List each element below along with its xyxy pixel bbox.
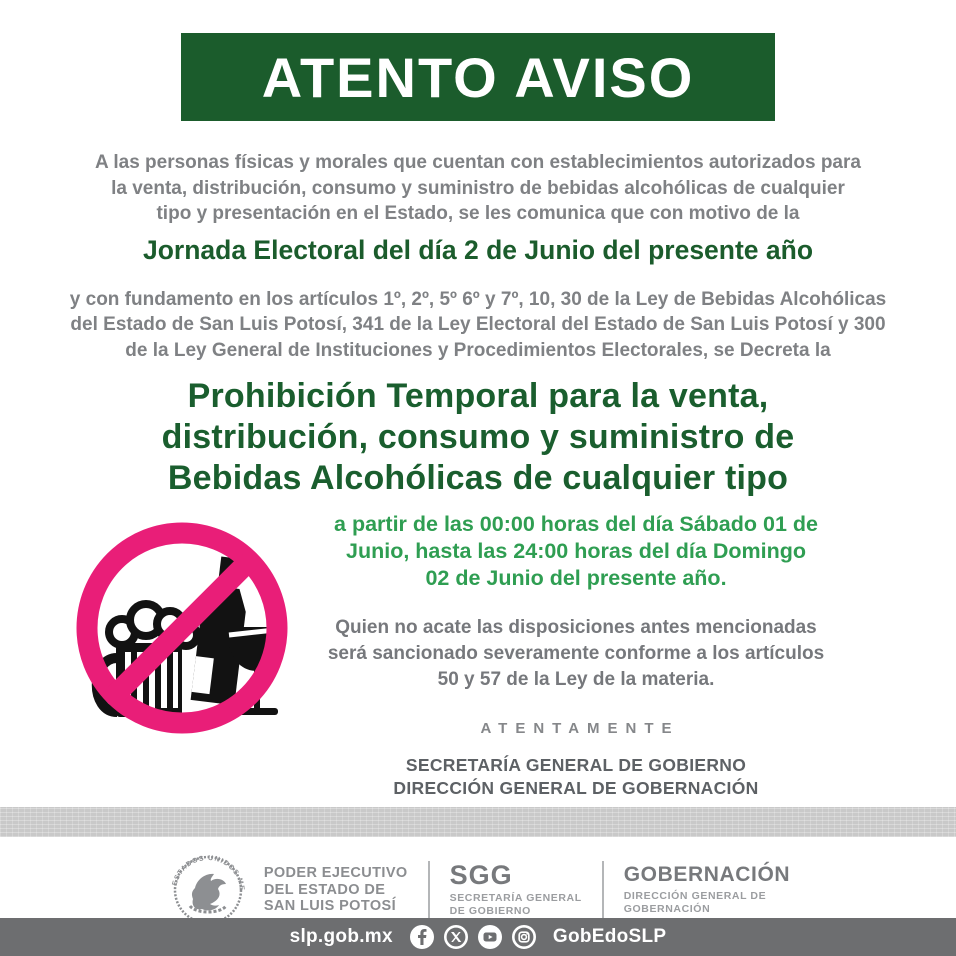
gobernacion-sub-line: GOBERNACIÓN [623,903,711,915]
page-title: ATENTO AVISO [261,45,695,109]
social-handle: GobEdoSLP [552,926,667,947]
poder-line: DEL ESTADO DE [263,881,386,898]
gobernacion-title: GOBERNACIÓN [623,863,791,886]
prohibition-line: Bebidas Alcohólicas de cualquier tipo [167,459,789,497]
footer-divider [427,861,430,919]
legal-basis-paragraph: y con fundamento en los artículos 1º, 2º… [0,287,956,364]
legal-basis-line: y con fundamento en los artículos 1º, 2º… [69,288,887,310]
prohibition-line: Prohibición Temporal para la venta, [187,377,769,415]
institutional-footer: ESTADOS UNIDOS MEXICANOS PODER EJECUTIVO… [0,837,956,943]
poder-line: PODER EJECUTIVO [263,865,408,882]
youtube-icon [477,925,502,949]
details-row: a partir de las 00:00 horas del día Sába… [0,507,956,800]
sgg-acronym: SGG [449,860,513,890]
poder-ejecutivo-label: PODER EJECUTIVO DEL ESTADO DE SAN LUIS P… [264,865,408,915]
jornada-electoral-heading: Jornada Electoral del día 2 de Junio del… [142,234,814,265]
gobernacion-sublabel: DIRECCIÓN GENERAL DE GOBERNACIÓN [624,890,790,916]
gobernacion-sub-line: DIRECCIÓN GENERAL DE [623,890,767,902]
prohibition-line: distribución, consumo y suministro de [161,418,795,456]
bottom-bar: slp.gob.mx [0,918,956,956]
sanction-line: será sancionado severamente conforme a l… [327,643,825,664]
footer-divider [601,861,604,919]
mexico-national-seal-icon: ESTADOS UNIDOS MEXICANOS [163,841,250,935]
sanction-line: Quien no acate las disposiciones antes m… [335,617,817,638]
social-icons [409,924,537,950]
intro-line: la venta, distribución, consumo y sumini… [111,177,845,199]
intro-line: tipo y presentación en el Estado, se les… [156,203,800,224]
signature-line-direccion: DIRECCIÓN GENERAL DE GOBERNACIÓN [393,778,759,798]
sgg-sublabel: SECRETARÍA GENERAL DE GOBIERNO [450,892,582,918]
signature-line-secretaria: SECRETARÍA GENERAL DE GOBIERNO [405,755,747,775]
sgg-sub-line: SECRETARÍA GENERAL [449,892,582,904]
facebook-icon [409,925,434,949]
legal-basis-line: del Estado de San Luis Potosí, 341 de la… [70,314,886,335]
gobernacion-logo: GOBERNACIÓN DIRECCIÓN GENERAL DE GOBERNA… [624,864,790,916]
salutation: ATENTAMENTE [480,720,680,737]
intro-paragraph: A las personas físicas y morales que cue… [0,150,956,227]
prohibition-heading: Prohibición Temporal para la venta, dist… [0,376,956,499]
no-alcohol-icon [70,507,300,750]
sgg-sub-line: DE GOBIERNO [449,905,531,917]
sgg-logo: SGG SECRETARÍA GENERAL DE GOBIERNO [450,862,582,918]
website-url: slp.gob.mx [289,926,393,947]
sanction-paragraph: Quien no acate las disposiciones antes m… [300,615,852,693]
textured-divider-band [0,807,956,837]
title-banner: ATENTO AVISO [181,33,775,121]
period-paragraph: a partir de las 00:00 horas del día Sába… [300,511,852,592]
poder-line: SAN LUIS POTOSÍ [263,898,397,915]
x-twitter-icon [443,925,468,949]
legal-basis-line: de la Ley General de Instituciones y Pro… [125,339,831,361]
period-line: a partir de las 00:00 horas del día Sába… [334,512,818,536]
period-line: Junio, hasta las 24:00 horas del día Dom… [346,539,806,563]
instagram-icon [511,925,536,949]
details-column: a partir de las 00:00 horas del día Sába… [300,507,852,800]
period-line: 02 de Junio del presente año. [425,566,727,590]
sanction-line: 50 y 57 de la Ley de la materia. [437,669,715,690]
intro-line: A las personas físicas y morales que cue… [95,152,861,173]
signature-block: SECRETARÍA GENERAL DE GOBIERNO DIRECCIÓN… [300,754,852,800]
